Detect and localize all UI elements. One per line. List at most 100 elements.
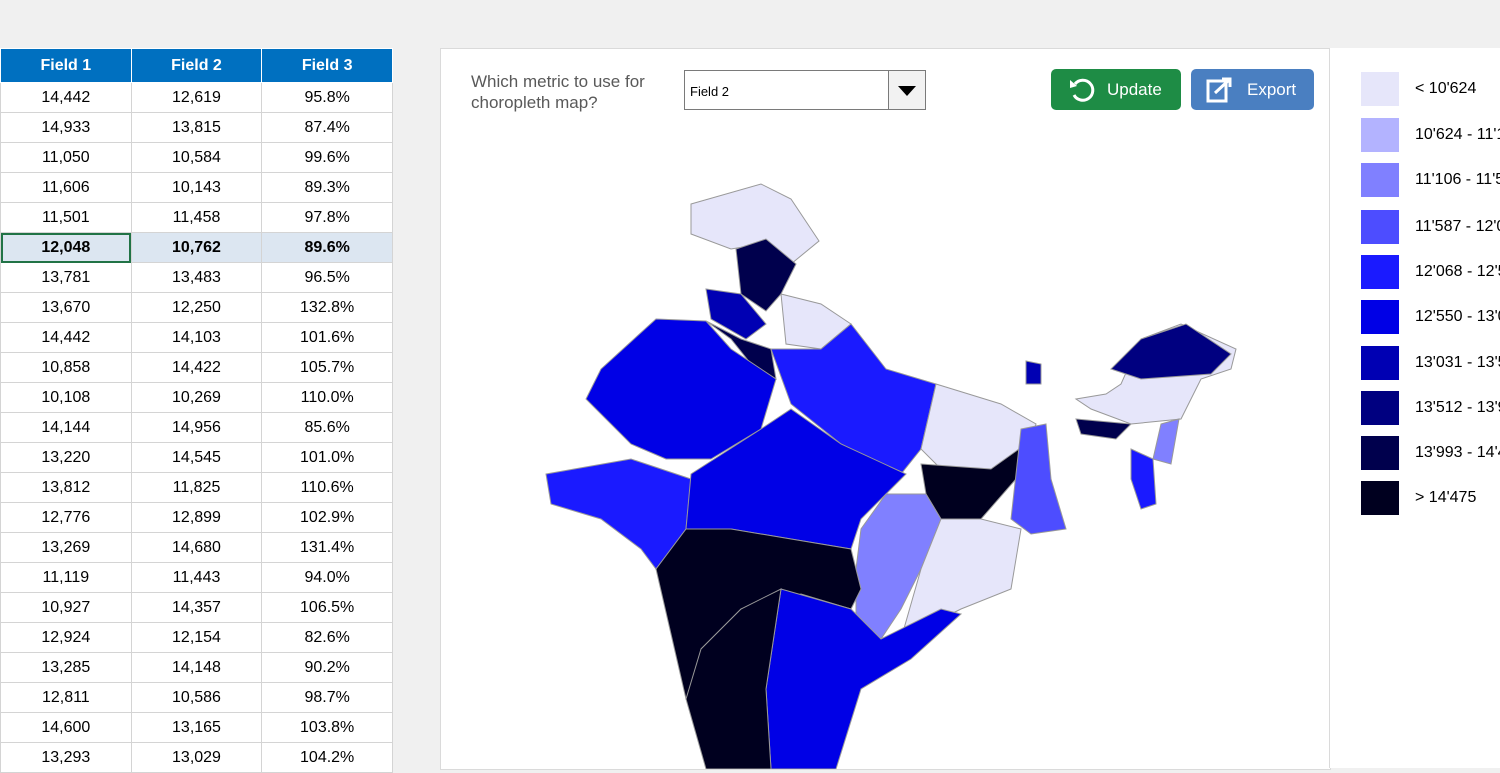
table-cell: 14,680: [130, 532, 263, 563]
table-cell: 101.0%: [261, 442, 393, 473]
table-cell: 11,119: [0, 562, 132, 593]
table-cell: 94.0%: [261, 562, 393, 593]
table-cell: 12,154: [130, 622, 263, 653]
table-cell: 12,811: [0, 682, 132, 713]
legend-swatch: [1361, 346, 1399, 380]
table-cell: 10,762: [130, 232, 263, 263]
legend-swatch: [1361, 300, 1399, 334]
table-cell: 13,670: [0, 292, 132, 323]
table-cell: 13,285: [0, 652, 132, 683]
table-cell: 13,269: [0, 532, 132, 563]
table-cell: 14,357: [130, 592, 263, 623]
table-row: 11,050 10,584 99.6%: [0, 142, 393, 173]
table-row: 11,119 11,443 94.0%: [0, 562, 393, 593]
table-cell: 10,858: [0, 352, 132, 383]
table-cell: 14,933: [0, 112, 132, 143]
table-cell: 14,422: [130, 352, 263, 383]
table-row: 13,220 14,545 101.0%: [0, 442, 393, 473]
update-label: Update: [1107, 80, 1162, 99]
table-cell: 14,442: [0, 322, 132, 353]
legend-label: 13'993 - 14'4: [1415, 444, 1500, 461]
dropdown-arrow[interactable]: [888, 71, 925, 109]
legend-label: 12'068 - 12'5: [1415, 263, 1500, 280]
table-cell: 105.7%: [261, 352, 393, 383]
data-table: Field 1 Field 2 Field 3 14,442 12,619 95.8% 14…: [0, 48, 393, 773]
table-row: 12,924 12,154 82.6%: [0, 622, 393, 653]
table-cell: 101.6%: [261, 322, 393, 353]
table-row: 12,048 10,762 89.6%: [0, 232, 393, 263]
legend-swatch: [1361, 481, 1399, 515]
table-cell: 10,586: [130, 682, 263, 713]
table-cell: 103.8%: [261, 712, 393, 743]
table-cell: 10,143: [130, 172, 263, 203]
export-button[interactable]: Export: [1191, 69, 1314, 110]
table-cell: 10,269: [130, 382, 263, 413]
legend-label: < 10'624: [1415, 80, 1477, 97]
table-cell: 82.6%: [261, 622, 393, 653]
table-row: 13,285 14,148 90.2%: [0, 652, 393, 683]
table-row: 13,269 14,680 131.4%: [0, 532, 393, 563]
table-row: 13,670 12,250 132.8%: [0, 292, 393, 323]
export-label: Export: [1247, 80, 1297, 99]
table-cell: 131.4%: [261, 532, 393, 563]
table-cell: 95.8%: [261, 82, 393, 113]
table-row: 10,927 14,357 106.5%: [0, 592, 393, 623]
table-cell: 13,812: [0, 472, 132, 503]
table-cell: 99.6%: [261, 142, 393, 173]
table-row: 14,600 13,165 103.8%: [0, 712, 393, 743]
table-row: 13,812 11,825 110.6%: [0, 472, 393, 503]
table-cell: 12,776: [0, 502, 132, 533]
table-cell: 10,108: [0, 382, 132, 413]
table-cell: 89.6%: [261, 232, 393, 263]
table-cell: 106.5%: [261, 592, 393, 623]
table-cell: 14,103: [130, 322, 263, 353]
table-cell: 12,924: [0, 622, 132, 653]
table-cell: 13,483: [130, 262, 263, 293]
table-cell: 12,250: [130, 292, 263, 323]
table-cell: 14,545: [130, 442, 263, 473]
table-cell: 13,165: [130, 712, 263, 743]
table-cell: 90.2%: [261, 652, 393, 683]
table-cell: 14,600: [0, 712, 132, 743]
legend-label: > 14'475: [1415, 489, 1477, 506]
table-row: 11,606 10,143 89.3%: [0, 172, 393, 203]
legend-swatch: [1361, 210, 1399, 244]
table-cell: 11,501: [0, 202, 132, 233]
table-cell: 132.8%: [261, 292, 393, 323]
legend-label: 11'106 - 11'5: [1415, 171, 1500, 188]
column-header: Field 3: [261, 48, 393, 83]
dropdown[interactable]: Field 2: [684, 70, 926, 110]
table-cell: 13,781: [0, 262, 132, 293]
legend-swatch: [1361, 255, 1399, 289]
table-cell: 89.3%: [261, 172, 393, 203]
legend-swatch: [1361, 118, 1399, 152]
table-cell: 11,458: [130, 202, 263, 233]
column-header: Field 2: [130, 48, 263, 83]
table-cell: 11,443: [130, 562, 263, 593]
table-row: 12,811 10,586 98.7%: [0, 682, 393, 713]
legend-label: 12'550 - 13'0: [1415, 308, 1500, 325]
legend-swatch: [1361, 72, 1399, 106]
table-cell: 12,048: [0, 232, 132, 263]
table-row: 11,501 11,458 97.8%: [0, 202, 393, 233]
table-cell: 85.6%: [261, 412, 393, 443]
table-cell: 14,442: [0, 82, 132, 113]
table-row: 14,933 13,815 87.4%: [0, 112, 393, 143]
table-cell: 87.4%: [261, 112, 393, 143]
update-button[interactable]: Update: [1051, 69, 1181, 110]
column-header: Field 1: [0, 48, 132, 83]
table-row: 12,776 12,899 102.9%: [0, 502, 393, 533]
table-row: 10,858 14,422 105.7%: [0, 352, 393, 383]
india-map: [545, 183, 1237, 769]
legend-label: 10'624 - 11'1: [1415, 126, 1500, 143]
table-row: 14,442 14,103 101.6%: [0, 322, 393, 353]
table-cell: 12,619: [130, 82, 263, 113]
table-row: 13,781 13,483 96.5%: [0, 262, 393, 293]
table-cell: 110.0%: [261, 382, 393, 413]
table-cell: 10,927: [0, 592, 132, 623]
table-cell: 10,584: [130, 142, 263, 173]
table-cell: 13,815: [130, 112, 263, 143]
legend-label: 13'031 - 13'5: [1415, 354, 1500, 371]
question: Which metric to use for choropleth map?: [471, 72, 645, 112]
